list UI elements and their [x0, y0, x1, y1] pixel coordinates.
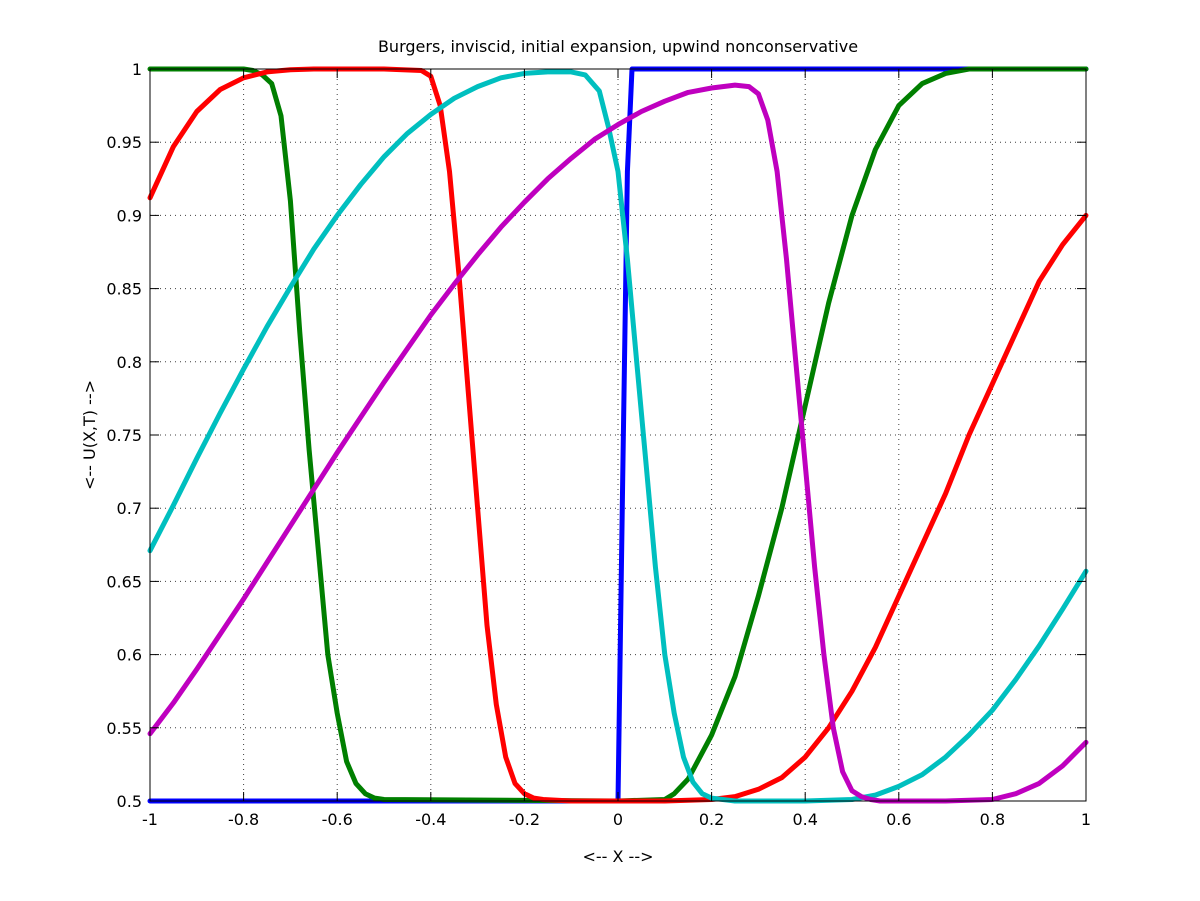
x-tick-label: 0.6: [886, 810, 911, 829]
y-tick-label: 0.55: [106, 719, 142, 738]
x-tick-label: -0.8: [228, 810, 259, 829]
y-axis-label: <-- U(X,T) -->: [80, 380, 99, 490]
x-tick-label: 0.4: [792, 810, 817, 829]
y-tick-label: 0.5: [117, 792, 142, 811]
chart-title: Burgers, inviscid, initial expansion, up…: [378, 37, 858, 56]
x-tick-label: 0: [613, 810, 623, 829]
y-tick-label: 0.75: [106, 426, 142, 445]
x-axis-label: <-- X -->: [582, 847, 653, 866]
x-tick-label: -0.2: [509, 810, 540, 829]
x-tick-label: -0.4: [415, 810, 446, 829]
y-tick-label: 0.7: [117, 499, 142, 518]
y-tick-label: 0.6: [117, 646, 142, 665]
y-tick-label: 0.95: [106, 133, 142, 152]
y-tick-label: 0.8: [117, 353, 142, 372]
y-tick-label: 1: [132, 60, 142, 79]
x-tick-label: -0.6: [322, 810, 353, 829]
x-tick-label: 0.8: [980, 810, 1005, 829]
y-tick-label: 0.9: [117, 206, 142, 225]
x-tick-label: 0.2: [699, 810, 724, 829]
x-tick-label: 1: [1081, 810, 1091, 829]
x-tick-label: -1: [142, 810, 158, 829]
y-tick-label: 0.85: [106, 280, 142, 299]
y-tick-label: 0.65: [106, 572, 142, 591]
